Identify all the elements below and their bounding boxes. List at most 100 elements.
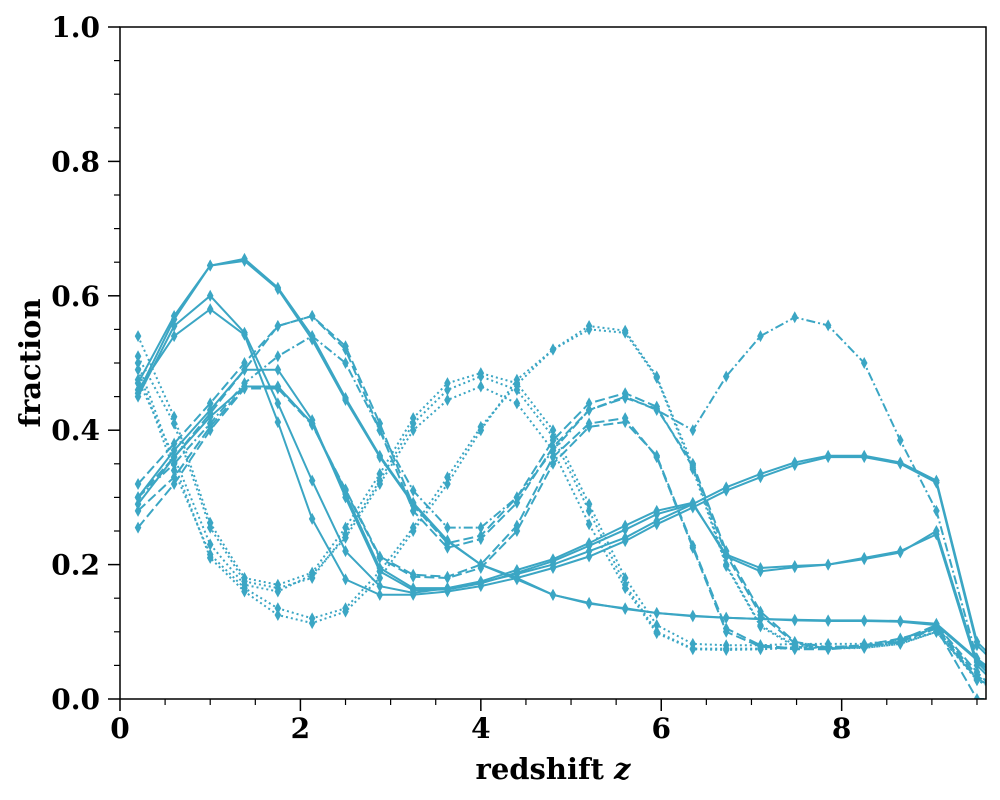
- series-line-9: [137, 387, 986, 684]
- data-point: [513, 563, 521, 576]
- data-point: [653, 451, 661, 464]
- tick-labels-layer: 0 2 4 6 8 0.0 0.2 0.4 0.6 0.8 1.0: [51, 11, 851, 745]
- data-point: [722, 545, 730, 558]
- data-point: [134, 504, 142, 517]
- data-point: [987, 669, 994, 681]
- data-point: [376, 580, 384, 593]
- data-point: [973, 674, 981, 687]
- series-14: [134, 373, 986, 687]
- data-point: [653, 627, 661, 640]
- data-point: [241, 363, 248, 376]
- data-point: [342, 357, 349, 369]
- data-point: [444, 393, 451, 406]
- data-point: [170, 330, 178, 343]
- ticks-layer: [108, 26, 978, 711]
- y-tick-label: 0.6: [51, 280, 100, 313]
- data-point: [308, 568, 316, 581]
- data-point: [585, 498, 593, 511]
- data-point: [987, 681, 994, 693]
- data-point: [376, 565, 384, 578]
- data-point: [987, 680, 994, 692]
- y-axis-label: fraction: [13, 298, 47, 427]
- data-point: [444, 541, 451, 554]
- data-point: [342, 483, 349, 496]
- series-line-1: [137, 257, 986, 670]
- data-point: [824, 449, 832, 462]
- series-layer: [134, 252, 994, 705]
- data-point: [621, 326, 629, 339]
- series-2: [134, 303, 986, 656]
- data-point: [342, 343, 349, 356]
- data-point: [477, 370, 485, 383]
- data-point: [757, 620, 764, 633]
- data-point: [409, 417, 417, 430]
- data-point: [987, 693, 994, 705]
- x-axis-label: redshift z: [476, 752, 631, 786]
- data-point: [897, 456, 904, 469]
- data-point: [376, 550, 384, 563]
- x-tick-label: 0: [110, 712, 129, 745]
- data-point: [897, 546, 904, 559]
- data-point: [376, 477, 384, 490]
- data-point: [987, 680, 994, 692]
- data-point: [860, 615, 868, 628]
- data-point: [860, 449, 868, 462]
- data-point: [170, 437, 178, 450]
- data-point: [549, 343, 557, 356]
- data-point: [134, 373, 142, 386]
- data-point: [653, 606, 661, 619]
- data-point: [722, 625, 730, 638]
- data-point: [274, 585, 282, 598]
- x-tick-label: 8: [832, 712, 851, 745]
- data-point: [274, 416, 282, 429]
- data-point: [513, 378, 521, 391]
- series-line-7: [137, 314, 986, 699]
- data-point: [342, 521, 349, 534]
- data-point: [513, 491, 521, 504]
- data-point: [342, 602, 349, 615]
- data-point: [987, 680, 994, 692]
- y-tick-label: 0.0: [51, 683, 100, 716]
- data-point: [585, 537, 593, 550]
- series-line-5: [137, 385, 986, 673]
- data-point: [409, 568, 417, 581]
- data-point: [308, 309, 316, 322]
- data-point: [206, 289, 214, 302]
- data-point: [308, 474, 316, 487]
- series-line-3: [137, 294, 986, 653]
- data-point: [585, 518, 593, 531]
- data-point: [134, 363, 142, 376]
- x-axis-label-text: redshift: [476, 752, 605, 786]
- series-line-0: [137, 259, 986, 667]
- data-point: [241, 326, 248, 339]
- data-point: [897, 615, 904, 628]
- data-point: [987, 680, 994, 692]
- data-point: [824, 319, 832, 332]
- data-point: [513, 397, 521, 410]
- data-point: [409, 424, 417, 437]
- data-point: [973, 693, 981, 699]
- series-line-12: [137, 355, 986, 686]
- data-point: [134, 390, 142, 403]
- data-point: [653, 504, 661, 517]
- data-point: [722, 643, 730, 656]
- data-point: [973, 652, 981, 665]
- data-point: [549, 444, 557, 457]
- data-point: [757, 467, 764, 480]
- series-12: [134, 350, 994, 693]
- series-11: [134, 320, 994, 692]
- data-point: [791, 561, 799, 574]
- data-point: [585, 323, 593, 336]
- data-point: [689, 463, 697, 476]
- data-point: [409, 582, 417, 595]
- data-point: [444, 521, 451, 534]
- data-point: [206, 417, 214, 430]
- data-point: [409, 504, 417, 517]
- y-tick-label: 1.0: [51, 11, 100, 44]
- series-line-4: [137, 368, 986, 676]
- data-point: [170, 477, 178, 490]
- x-tick-label: 2: [291, 712, 310, 745]
- data-point: [621, 390, 629, 403]
- data-point: [376, 424, 384, 437]
